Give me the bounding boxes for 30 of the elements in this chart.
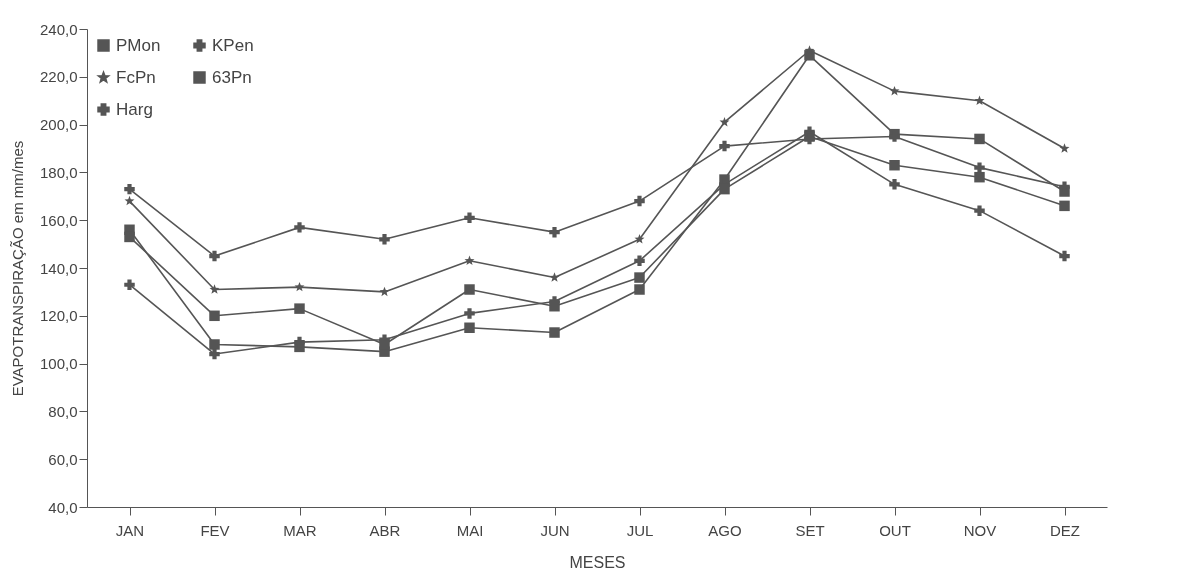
y-tick-label: 140,0 bbox=[39, 259, 78, 277]
x-tick-label: ABR bbox=[369, 521, 401, 539]
y-tick-label: 120,0 bbox=[39, 307, 78, 325]
y-tick-label: 160,0 bbox=[39, 211, 78, 229]
y-tick-label: 240,0 bbox=[39, 20, 78, 38]
y-tick-label: 80,0 bbox=[48, 402, 78, 420]
y-tick-label: 40,0 bbox=[48, 498, 78, 516]
y-tick-label: 60,0 bbox=[48, 450, 78, 468]
y-tick-label: 180,0 bbox=[39, 163, 78, 181]
x-tick-label: NOV bbox=[963, 521, 997, 539]
y-tick-label: 200,0 bbox=[39, 116, 78, 134]
y-axis-title: EVAPOTRANSPIRAÇÃO em mm/mes bbox=[8, 140, 26, 397]
x-axis-title: MESES bbox=[569, 553, 626, 571]
x-tick-label: MAR bbox=[283, 521, 317, 539]
x-tick-label: JUN bbox=[540, 521, 570, 539]
x-tick-label: DEZ bbox=[1050, 521, 1080, 539]
legend-label: Harg bbox=[116, 99, 153, 119]
x-tick-label: JUL bbox=[626, 521, 654, 539]
y-tick-label: 100,0 bbox=[39, 355, 78, 373]
x-tick-label: MAI bbox=[456, 521, 484, 539]
x-tick-label: AGO bbox=[708, 521, 742, 539]
x-tick-label: OUT bbox=[879, 521, 911, 539]
legend-label: 63Pn bbox=[212, 67, 252, 87]
legend-label: PMon bbox=[116, 35, 161, 55]
x-tick-label: SET bbox=[795, 521, 825, 539]
x-tick-label: JAN bbox=[115, 521, 145, 539]
legend-label: FcPn bbox=[116, 67, 156, 87]
y-tick-label: 220,0 bbox=[39, 68, 78, 86]
legend-label: KPen bbox=[212, 35, 254, 55]
x-tick-label: FEV bbox=[200, 521, 230, 539]
